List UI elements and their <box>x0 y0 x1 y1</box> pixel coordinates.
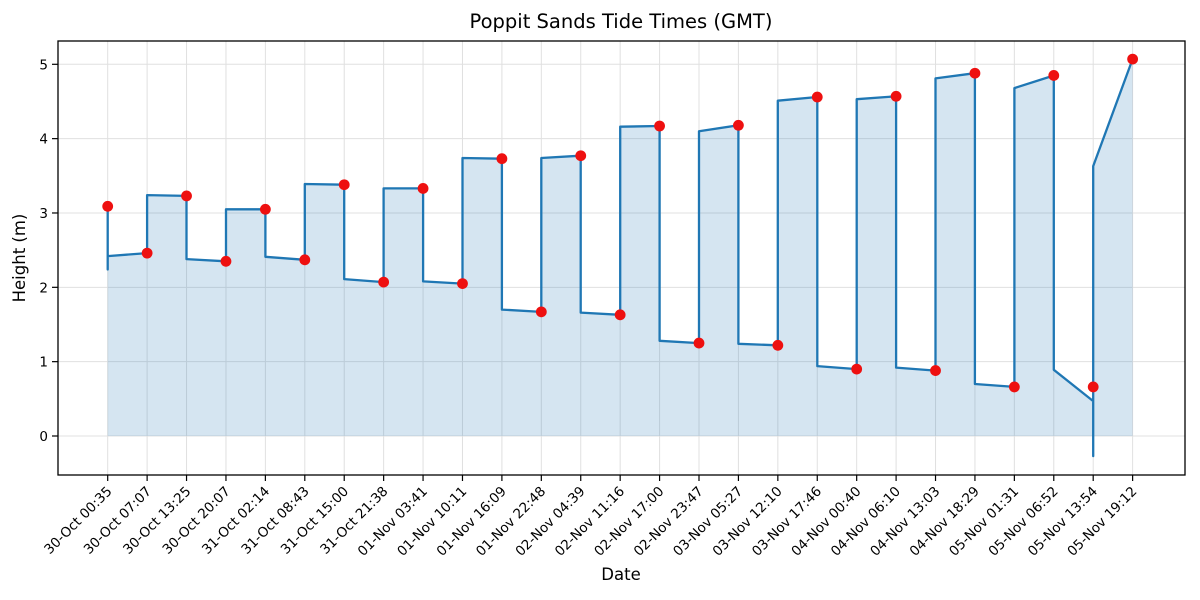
tide-event-marker <box>1087 381 1099 393</box>
x-tick-label: 04-Nov 18:29 <box>907 484 983 560</box>
x-tick-label: 01-Nov 10:11 <box>394 484 470 560</box>
tide-event-marker <box>338 179 350 191</box>
tide-event-marker <box>417 183 429 194</box>
tide-event-marker <box>1008 381 1020 393</box>
x-tick-label: 03-Nov 05:27 <box>670 484 746 560</box>
x-tick-label: 02-Nov 04:39 <box>512 484 588 560</box>
x-tick-label: 01-Nov 03:41 <box>355 484 431 560</box>
tide-event-marker <box>772 339 784 351</box>
tide-event-marker <box>811 91 823 103</box>
tide-event-marker <box>102 200 114 212</box>
y-tick-label: 3 <box>39 206 48 222</box>
tide-event-marker <box>575 150 587 162</box>
x-tick-label: 01-Nov 16:09 <box>434 484 510 560</box>
plot-border <box>57 40 1186 476</box>
x-tick-label: 05-Nov 01:31 <box>946 484 1022 560</box>
tide-event-marker <box>890 90 902 102</box>
tide-event-marker <box>851 363 863 375</box>
x-tick-label: 01-Nov 22:48 <box>473 484 549 560</box>
y-tick-label: 1 <box>39 355 48 371</box>
y-tick-label: 4 <box>39 132 48 148</box>
x-tick-label: 02-Nov 17:00 <box>591 484 667 560</box>
tide-event-marker <box>1048 70 1060 81</box>
x-tick-label: 05-Nov 06:52 <box>986 484 1062 560</box>
tide-event-marker <box>299 254 311 266</box>
tide-event-marker <box>930 365 941 376</box>
x-tick-label: 04-Nov 00:40 <box>788 484 864 560</box>
area-fill-layer <box>107 59 1133 457</box>
x-tick-label: 05-Nov 13:54 <box>1025 484 1101 560</box>
tide-event-marker <box>181 190 192 202</box>
y-axis-label: Height (m) <box>10 214 29 303</box>
x-tick-label: 30-Oct 00:35 <box>41 484 115 558</box>
x-tick-label: 02-Nov 11:16 <box>552 484 628 560</box>
tide-event-marker <box>457 278 468 290</box>
tide-event-marker <box>614 309 626 321</box>
tide-event-marker <box>378 276 390 288</box>
x-tick-label: 02-Nov 23:47 <box>631 484 707 560</box>
tide-event-marker <box>535 306 547 318</box>
tide-marker-layer <box>102 53 1139 393</box>
x-tick-label: 04-Nov 13:03 <box>867 484 943 560</box>
x-tick-label: 04-Nov 06:10 <box>828 484 904 560</box>
tide-event-marker <box>141 247 153 259</box>
y-tick-label: 0 <box>39 429 48 445</box>
tide-event-marker <box>969 67 981 79</box>
y-tick-label: 5 <box>39 57 48 73</box>
tide-event-marker <box>496 153 508 165</box>
tide-event-marker <box>654 120 665 132</box>
x-tick-label: 03-Nov 12:10 <box>710 484 786 560</box>
x-tick-label: 05-Nov 19:12 <box>1064 484 1140 560</box>
x-axis-label: Date <box>601 565 640 584</box>
tide-event-marker <box>1127 53 1139 65</box>
tide-event-marker <box>259 203 271 215</box>
tide-event-marker <box>733 119 744 131</box>
x-tick-label: 03-Nov 17:46 <box>749 484 825 560</box>
tide-area-fill <box>107 59 1133 457</box>
y-tick-label: 2 <box>39 280 48 296</box>
tide-event-marker <box>220 255 232 267</box>
tide-event-marker <box>693 337 705 349</box>
chart-title: Poppit Sands Tide Times (GMT) <box>470 10 773 33</box>
